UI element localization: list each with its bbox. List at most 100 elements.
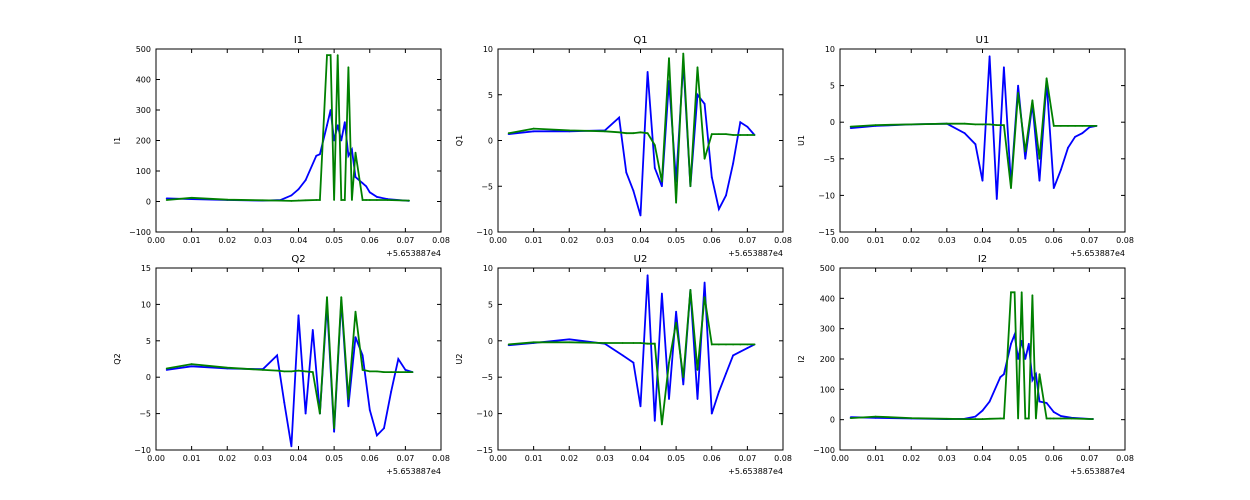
x-tick-label: 0.02 — [218, 454, 236, 463]
data-point — [753, 343, 756, 346]
x-tick-label: 0.01 — [867, 454, 885, 463]
data-point — [1052, 411, 1055, 413]
chart-panel-u2: 0.00 0.01 0.02 0.03 0.04 0.05 0.06 0.07 0.08 −15 −… — [455, 254, 792, 476]
data-point — [375, 199, 378, 201]
data-point — [318, 199, 321, 201]
data-point — [297, 188, 300, 191]
data-point — [981, 179, 984, 182]
data-point — [375, 434, 378, 437]
data-point — [261, 369, 264, 371]
data-point — [568, 338, 571, 341]
data-point — [646, 132, 649, 135]
data-point — [507, 343, 510, 346]
data-point — [1074, 124, 1077, 127]
x-tick-label: 0.05 — [667, 454, 685, 463]
data-point — [739, 134, 742, 136]
data-point — [297, 199, 300, 202]
data-point — [343, 121, 346, 124]
x-tick-label: 0.07 — [1080, 454, 1098, 463]
data-point — [351, 148, 353, 151]
data-point — [999, 417, 1002, 420]
data-point — [1010, 291, 1012, 294]
data-point — [290, 194, 293, 197]
y-tick-label: 5 — [488, 91, 493, 100]
x-tick-label: 0.07 — [396, 236, 414, 245]
data-point — [1081, 132, 1084, 135]
data-point — [682, 376, 685, 379]
x-tick-label: 0.01 — [183, 454, 201, 463]
data-point — [739, 121, 742, 124]
data-point — [365, 199, 368, 201]
x-tick-label: 0.02 — [902, 236, 920, 245]
data-point — [974, 418, 977, 420]
data-point — [732, 134, 735, 136]
chart-title: I2 — [978, 254, 987, 265]
data-point — [746, 134, 749, 136]
data-point — [1038, 179, 1041, 182]
data-point — [689, 288, 692, 291]
y-tick-label: 400 — [136, 76, 151, 85]
data-point — [725, 194, 727, 197]
x-tick-label: 0.03 — [938, 454, 956, 463]
data-point — [618, 131, 621, 134]
x-tick-label: 0.08 — [432, 236, 450, 245]
data-point — [361, 354, 364, 357]
data-point — [354, 176, 357, 179]
chart-title: U2 — [634, 254, 648, 265]
data-point — [603, 342, 606, 344]
data-point — [981, 123, 984, 126]
data-point — [1045, 417, 1048, 420]
data-point — [910, 123, 913, 126]
data-point — [329, 109, 332, 111]
x-tick-label: 0.00 — [831, 454, 849, 463]
data-point — [361, 369, 364, 371]
y-tick-label: 5 — [146, 337, 151, 346]
y-tick-label: 500 — [136, 45, 151, 54]
x-tick-label: 0.00 — [147, 236, 165, 245]
data-point — [639, 214, 642, 217]
data-point — [326, 296, 328, 299]
data-point — [1024, 358, 1027, 360]
data-point — [625, 171, 628, 174]
y-axis-label: U2 — [455, 354, 464, 365]
y-tick-label: 200 — [136, 137, 151, 146]
data-point — [732, 343, 735, 346]
data-point — [945, 417, 948, 420]
y-tick-label: −10 — [134, 446, 151, 455]
data-point — [1024, 157, 1027, 160]
data-point — [717, 390, 720, 393]
series-line-q2-1 — [166, 297, 413, 429]
data-point — [1059, 417, 1062, 420]
data-point — [660, 180, 663, 183]
x-tick-label: 0.01 — [867, 236, 885, 245]
data-point — [874, 415, 877, 418]
data-point — [675, 321, 678, 324]
y-tick-label: −10 — [818, 191, 835, 200]
data-point — [732, 354, 735, 357]
data-point — [1052, 187, 1055, 189]
data-point — [1024, 417, 1027, 420]
x-tick-label: 0.04 — [290, 454, 308, 463]
data-point — [1027, 417, 1030, 420]
data-point — [333, 430, 336, 433]
data-point — [165, 369, 168, 371]
y-tick-label: 100 — [820, 385, 835, 394]
data-point — [1020, 339, 1023, 342]
data-point — [390, 371, 393, 374]
data-point — [1052, 417, 1055, 420]
data-point — [165, 367, 168, 370]
data-point — [632, 189, 635, 192]
x-tick-label: 0.00 — [489, 454, 507, 463]
data-point — [646, 70, 649, 73]
data-point — [340, 139, 343, 142]
x-tick-label: 0.08 — [774, 454, 792, 463]
data-point — [568, 129, 571, 132]
x-tick-label: 0.02 — [902, 454, 920, 463]
data-point — [710, 133, 713, 135]
data-point — [315, 199, 318, 201]
data-point — [368, 191, 371, 194]
data-point — [390, 390, 393, 393]
axes-frame — [155, 48, 442, 233]
data-point — [1031, 379, 1034, 382]
